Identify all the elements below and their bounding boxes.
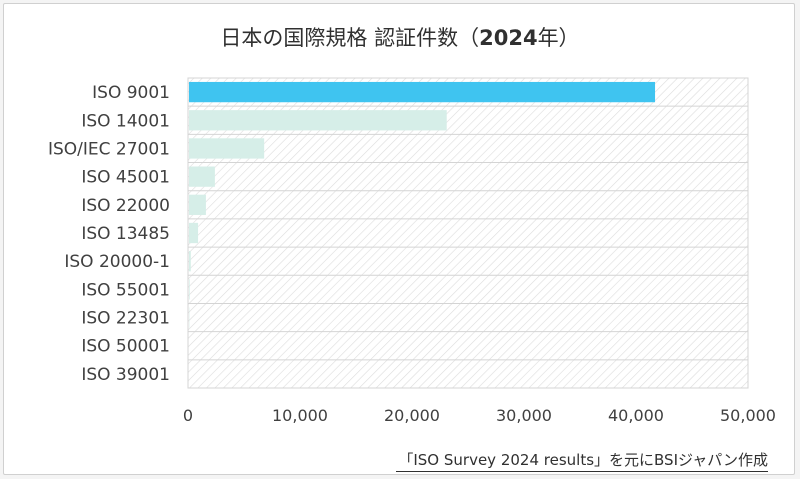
- title-prefix: 日本の国際規格 認証件数（: [220, 26, 480, 50]
- bar: [189, 166, 215, 187]
- bar: [189, 138, 265, 159]
- y-tick-label: ISO 20000-1: [64, 252, 170, 272]
- y-tick-label: ISO 13485: [81, 224, 170, 244]
- source-note: 「ISO Survey 2024 results」を元にBSIジャパン作成: [396, 449, 768, 472]
- y-tick-label: ISO 55001: [81, 280, 170, 300]
- x-tick-label: 0: [183, 406, 193, 425]
- y-tick-label: ISO 9001: [92, 83, 170, 103]
- x-tick-label: 10,000: [272, 406, 328, 425]
- y-tick-label: ISO 45001: [81, 168, 170, 188]
- title-suffix: 年）: [537, 26, 580, 50]
- chart-title: 日本の国際規格 認証件数（2024年）: [0, 22, 800, 52]
- bar: [189, 110, 447, 131]
- x-tick-label: 40,000: [608, 406, 664, 425]
- x-tick-label: 50,000: [720, 406, 776, 425]
- x-axis-labels: 0 10,000 20,000 30,000 40,000 50,000: [183, 406, 776, 425]
- bar: [189, 222, 199, 244]
- title-year: 2024: [479, 26, 538, 50]
- x-tick-label: 20,000: [384, 406, 440, 425]
- bar: [189, 81, 656, 103]
- bar: [189, 251, 191, 272]
- y-axis-labels: ISO 9001 ISO 14001 ISO/IEC 27001 ISO 45001 I…: [48, 83, 170, 385]
- bars: [189, 81, 656, 328]
- bar: [189, 194, 206, 215]
- y-tick-label: ISO 50001: [81, 337, 170, 357]
- y-tick-label: ISO 14001: [81, 111, 170, 131]
- y-tick-label: ISO/IEC 27001: [48, 139, 170, 159]
- x-tick-label: 30,000: [496, 406, 552, 425]
- y-tick-label: ISO 22000: [81, 196, 170, 216]
- y-tick-label: ISO 39001: [81, 365, 170, 385]
- gridlines: [188, 105, 748, 361]
- y-tick-label: ISO 22301: [81, 309, 170, 329]
- bar: [189, 279, 190, 300]
